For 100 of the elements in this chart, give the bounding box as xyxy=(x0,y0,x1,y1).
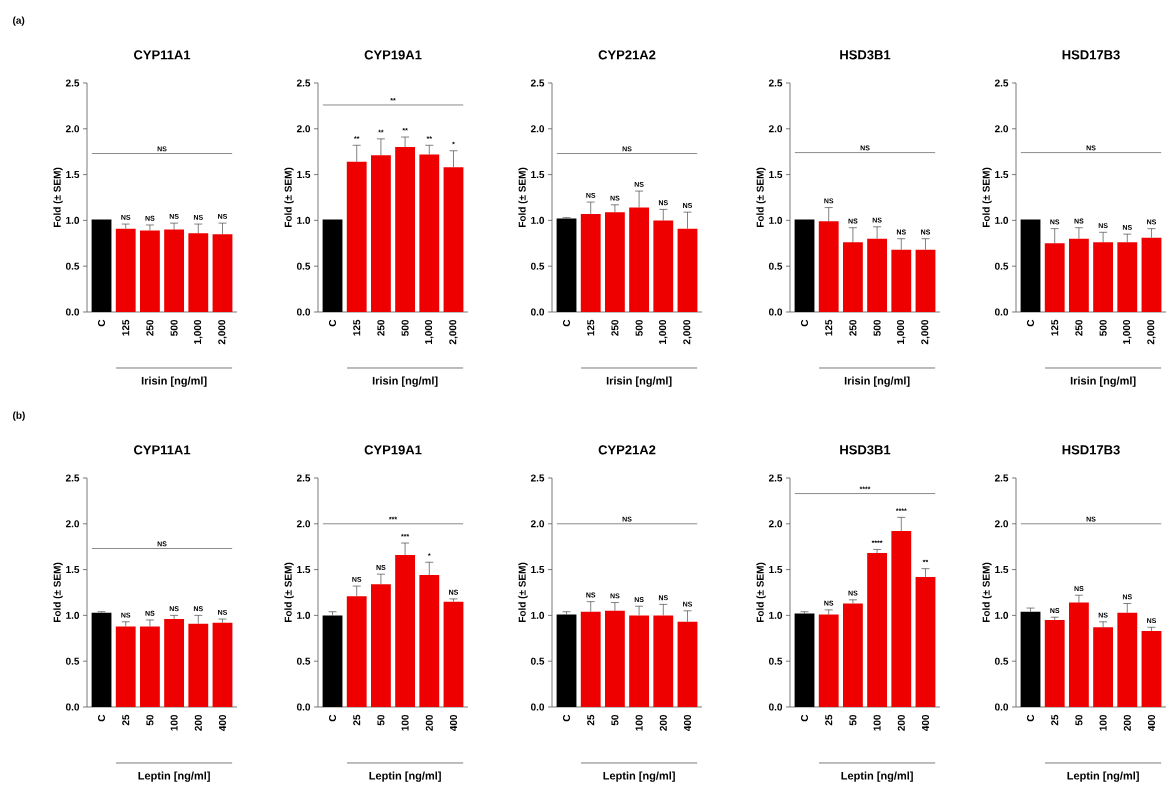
x-tick-label: 200 xyxy=(425,714,433,731)
x-tick-label: 100 xyxy=(635,714,643,731)
y-tick-label: 0.0 xyxy=(296,308,311,316)
y-tick-label: 1.0 xyxy=(995,611,1009,619)
bar xyxy=(818,614,839,707)
y-tick-label: 1.0 xyxy=(297,216,311,224)
y-axis-title: Fold (± SEM) xyxy=(284,167,294,228)
bar xyxy=(1093,627,1114,707)
y-tick-label: 0.0 xyxy=(296,703,311,711)
y-tick-label: 0.0 xyxy=(65,308,80,316)
x-tick-label: 100 xyxy=(873,714,881,731)
y-tick-label: 1.5 xyxy=(769,171,783,179)
chart-title: HSD3B1 xyxy=(840,445,891,455)
x-tick-label: 1,000 xyxy=(194,319,203,344)
x-tick-label: 250 xyxy=(377,319,385,336)
bar xyxy=(818,221,839,312)
bar xyxy=(139,626,160,707)
x-tick-label: 50 xyxy=(377,714,385,726)
y-tick-label: 2.5 xyxy=(530,79,545,87)
bar xyxy=(677,228,698,312)
x-tick-label: 500 xyxy=(1099,319,1107,336)
y-tick-label: 2.5 xyxy=(768,79,783,87)
bar xyxy=(556,218,577,312)
y-tick-label: 2.5 xyxy=(768,474,783,482)
bar xyxy=(91,219,112,312)
bar xyxy=(139,230,160,312)
y-tick-label: 1.5 xyxy=(995,171,1009,179)
y-tick-label: 2.0 xyxy=(768,520,783,528)
bar xyxy=(370,155,391,312)
y-tick-label: 0.5 xyxy=(994,262,1009,270)
x-tick-label: 500 xyxy=(401,319,409,336)
y-axis-title: Fold (± SEM) xyxy=(53,167,63,228)
y-tick-label: 1.5 xyxy=(66,566,80,574)
x-tick-label: C xyxy=(97,714,106,722)
bar xyxy=(653,220,674,312)
chart-title: CYP21A2 xyxy=(598,445,656,455)
x-tick-label: 125 xyxy=(122,319,130,336)
x-axis-title: Irisin [ng/ml] xyxy=(372,376,438,387)
bar xyxy=(1141,630,1162,707)
chart-title: CYP19A1 xyxy=(364,50,422,60)
x-tick-label: 125 xyxy=(587,319,595,336)
y-tick-label: 2.0 xyxy=(65,520,80,528)
x-tick-label: 25 xyxy=(587,714,595,726)
y-tick-label: 2.0 xyxy=(768,125,783,133)
bar xyxy=(794,219,815,312)
bar xyxy=(322,615,343,707)
x-tick-label: 125 xyxy=(353,319,361,336)
bar xyxy=(322,219,343,312)
y-tick-label: 0.0 xyxy=(65,703,80,711)
bar xyxy=(1117,612,1138,707)
x-tick-label: 25 xyxy=(825,714,833,726)
y-tick-label: 2.0 xyxy=(530,520,545,528)
chart-title: CYP11A1 xyxy=(133,50,191,60)
x-tick-label: 50 xyxy=(146,714,154,726)
x-axis-title: Leptin [ng/ml] xyxy=(138,771,210,782)
chart-title: HSD17B3 xyxy=(1062,445,1120,455)
x-tick-label: 2,000 xyxy=(683,319,692,345)
bar xyxy=(443,601,464,707)
x-tick-label: 1,000 xyxy=(1123,319,1132,344)
bar xyxy=(1141,237,1162,312)
y-tick-label: 1.0 xyxy=(66,611,80,619)
bar xyxy=(346,596,367,707)
bar xyxy=(188,233,209,312)
y-tick-label: 2.5 xyxy=(530,474,545,482)
y-tick-label: 1.5 xyxy=(995,566,1009,574)
y-tick-label: 2.0 xyxy=(994,520,1009,528)
y-tick-label: 0.5 xyxy=(530,657,545,665)
text: (a) xyxy=(13,16,25,26)
y-tick-label: 0.5 xyxy=(768,657,783,665)
x-axis-title: Irisin [ng/ml] xyxy=(606,376,672,387)
x-tick-label: C xyxy=(562,319,571,327)
x-tick-label: 100 xyxy=(401,714,409,731)
y-tick-label: 2.0 xyxy=(994,125,1009,133)
x-tick-label: 200 xyxy=(897,714,905,731)
x-tick-label: 25 xyxy=(353,714,361,726)
bar xyxy=(1020,611,1041,707)
y-tick-label: 0.0 xyxy=(768,703,783,711)
x-axis-title: Irisin [ng/ml] xyxy=(1070,376,1136,387)
chart-title: CYP11A1 xyxy=(133,445,191,455)
bar xyxy=(1020,219,1041,312)
chart-title: HSD17B3 xyxy=(1062,50,1120,60)
x-tick-label: 250 xyxy=(146,319,154,336)
x-axis-title: Irisin [ng/ml] xyxy=(141,376,207,387)
x-axis-title: Irisin [ng/ml] xyxy=(844,376,910,387)
y-tick-label: 0.5 xyxy=(530,262,545,270)
bar xyxy=(891,531,912,707)
bar xyxy=(604,212,625,312)
x-tick-label: C xyxy=(328,714,337,722)
y-tick-label: 1.0 xyxy=(66,216,80,224)
text: (b) xyxy=(13,411,25,421)
bar xyxy=(604,610,625,707)
bar xyxy=(842,603,863,707)
x-tick-label: 1,000 xyxy=(659,319,668,344)
chart-title: CYP21A2 xyxy=(598,50,656,60)
x-axis-title: Leptin [ng/ml] xyxy=(603,771,675,782)
bar xyxy=(164,619,185,707)
y-tick-label: 1.0 xyxy=(769,611,783,619)
y-tick-label: 0.0 xyxy=(768,308,783,316)
bar xyxy=(1093,242,1114,312)
x-tick-label: 1,000 xyxy=(897,319,906,344)
